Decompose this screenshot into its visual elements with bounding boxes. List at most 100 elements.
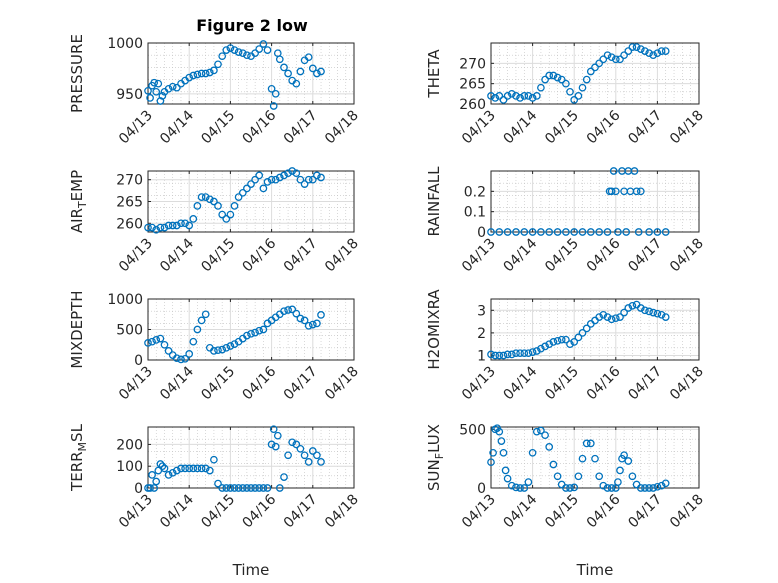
data-point bbox=[562, 79, 570, 88]
data-point bbox=[152, 225, 161, 234]
data-point bbox=[653, 228, 662, 236]
data-point bbox=[603, 484, 612, 492]
data-point bbox=[549, 460, 558, 469]
data-point bbox=[495, 92, 504, 100]
data-point bbox=[292, 169, 301, 178]
data-point bbox=[148, 471, 156, 479]
data-point bbox=[185, 221, 194, 230]
data-point bbox=[537, 426, 545, 435]
y-tick-label: 270 bbox=[459, 56, 486, 72]
data-point bbox=[586, 67, 595, 76]
y-axis-label: AIRTEMP bbox=[68, 170, 89, 233]
data-point bbox=[541, 75, 549, 84]
data-point bbox=[657, 481, 666, 490]
data-point bbox=[317, 173, 325, 182]
data-point bbox=[238, 188, 247, 197]
subplot-1: 04/13 04/14 04/15 04/16 04/17 04/18 950 1000 PRE… bbox=[68, 34, 362, 147]
y-tick-label: 0.2 bbox=[464, 184, 486, 200]
data-point bbox=[545, 443, 554, 451]
data-point bbox=[595, 313, 604, 321]
data-point bbox=[628, 472, 637, 481]
x-tick-label: 04/13 bbox=[459, 236, 499, 276]
y-tick-label: 1 bbox=[477, 348, 486, 364]
data-point bbox=[520, 92, 529, 100]
y-tick-label: 1000 bbox=[107, 292, 143, 308]
data-point bbox=[582, 75, 591, 84]
data-point bbox=[251, 328, 259, 337]
data-point bbox=[210, 66, 218, 75]
data-point bbox=[218, 484, 227, 492]
data-point bbox=[512, 483, 520, 492]
x-tick-label: 04/16 bbox=[584, 107, 624, 147]
data-point bbox=[570, 338, 579, 346]
data-point bbox=[189, 71, 198, 80]
data-point bbox=[313, 451, 321, 460]
y-axis-label: TERRMSL bbox=[68, 423, 89, 492]
data-point bbox=[645, 484, 653, 492]
data-point bbox=[146, 484, 154, 492]
y-tick-label: 260 bbox=[116, 216, 143, 232]
data-point bbox=[275, 55, 284, 64]
data-point bbox=[263, 46, 272, 54]
data-point bbox=[308, 64, 317, 73]
data-point bbox=[609, 167, 618, 175]
data-point bbox=[259, 184, 268, 193]
data-point bbox=[160, 223, 169, 232]
data-point bbox=[214, 346, 222, 355]
data-point bbox=[491, 94, 500, 102]
axes-frame bbox=[490, 426, 700, 489]
x-tick-label: 04/18 bbox=[322, 364, 362, 404]
figure-title: Figure 2 low bbox=[196, 16, 308, 35]
data-point bbox=[284, 69, 292, 78]
data-point bbox=[545, 228, 554, 236]
data-point bbox=[557, 75, 566, 84]
data-point bbox=[164, 471, 173, 479]
data-point bbox=[520, 484, 529, 492]
y-axis-label: THETA bbox=[425, 49, 443, 99]
data-point bbox=[628, 301, 637, 310]
data-point bbox=[624, 47, 633, 55]
subplot-8: 04/13 04/14 04/15 04/16 04/17 04/18 0 500 SUNFLU… bbox=[425, 422, 707, 579]
data-point bbox=[557, 335, 566, 344]
data-point bbox=[152, 336, 161, 344]
data-point bbox=[201, 193, 210, 201]
data-point bbox=[148, 337, 156, 346]
x-tick-label: 04/14 bbox=[157, 491, 197, 531]
data-point bbox=[214, 202, 222, 210]
data-point bbox=[273, 431, 282, 440]
data-point bbox=[288, 438, 297, 447]
data-point bbox=[234, 193, 243, 201]
data-point bbox=[160, 464, 169, 473]
data-point bbox=[205, 466, 214, 475]
data-point bbox=[503, 350, 512, 359]
data-point bbox=[574, 472, 583, 481]
data-point bbox=[247, 180, 255, 188]
data-point bbox=[649, 484, 658, 492]
data-point bbox=[532, 427, 541, 436]
data-point bbox=[516, 349, 524, 358]
data-point bbox=[275, 484, 284, 492]
data-point bbox=[645, 307, 653, 316]
data-point bbox=[226, 484, 235, 492]
subplot-4: 04/13 04/14 04/15 04/16 04/17 04/18 0 0.1 0.2 RAI… bbox=[425, 166, 707, 275]
data-point bbox=[645, 49, 653, 58]
data-point bbox=[487, 92, 495, 100]
data-point bbox=[280, 307, 288, 316]
data-point bbox=[503, 474, 512, 483]
data-point bbox=[520, 349, 529, 358]
data-point bbox=[201, 310, 210, 319]
data-point bbox=[181, 219, 189, 228]
data-point bbox=[284, 306, 292, 314]
data-point bbox=[562, 228, 570, 236]
data-point bbox=[524, 349, 533, 358]
data-point bbox=[653, 482, 662, 491]
x-tick-label: 04/15 bbox=[542, 108, 582, 148]
data-point bbox=[205, 195, 214, 204]
data-point bbox=[574, 92, 583, 100]
x-tick-label: 04/14 bbox=[501, 491, 541, 531]
data-point bbox=[197, 69, 206, 78]
data-point bbox=[185, 73, 194, 82]
data-point bbox=[201, 69, 210, 78]
data-point bbox=[516, 484, 524, 492]
x-axis-label: Time bbox=[576, 561, 614, 579]
